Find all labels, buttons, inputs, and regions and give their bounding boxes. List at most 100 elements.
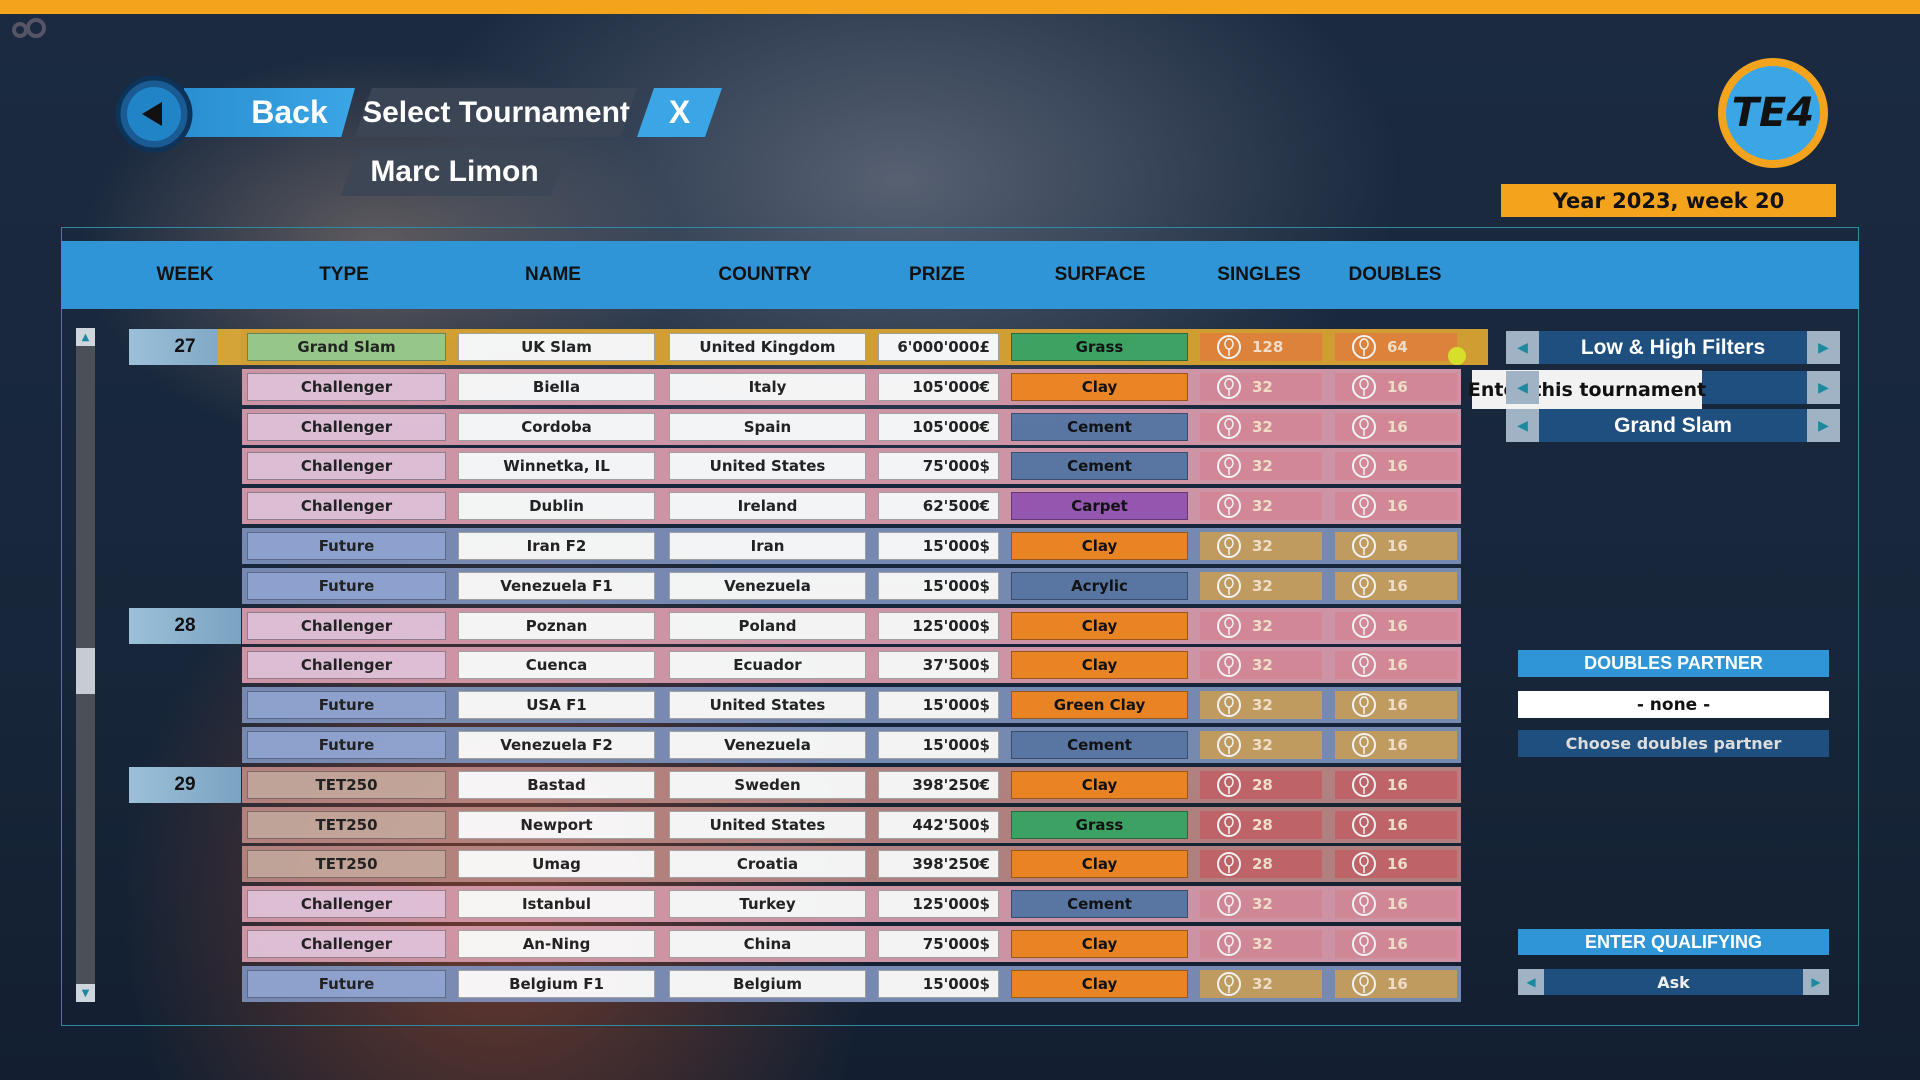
player-icon [1217, 573, 1241, 598]
surface-cell: Cement [1011, 412, 1188, 441]
doubles-cell: 16 [1335, 412, 1457, 441]
prize-cell: 15'000$ [878, 969, 999, 998]
player-icon [1217, 534, 1241, 558]
scroll-thumb[interactable] [76, 648, 95, 694]
name-cell: Bastad [458, 770, 655, 799]
tournament-row[interactable]: TET250 Newport United States 442'500$ Grass 2… [242, 806, 1461, 843]
name-cell: Biella [458, 372, 655, 401]
arrow-left[interactable]: ◀ [1518, 969, 1544, 995]
country-cell: United States [669, 452, 866, 481]
country-cell: Italy [669, 372, 866, 401]
tournament-row[interactable]: Future USA F1 United States 15'000$ Green Cl… [242, 687, 1461, 724]
column-header: DOUBLES [1348, 264, 1442, 285]
prize-cell: 15'000$ [878, 532, 999, 560]
prize-cell: 15'000$ [878, 691, 999, 720]
player-icon [1217, 733, 1241, 757]
back-button[interactable]: Back [184, 88, 355, 137]
tournament-row[interactable]: Challenger Winnetka, IL United States 75'00… [242, 448, 1461, 485]
type-cell: Future [247, 691, 446, 720]
tournament-row[interactable]: Future Belgium F1 Belgium 15'000$ Clay 32 16 [242, 965, 1461, 1002]
back-icon[interactable] [114, 74, 194, 154]
doubles-cell: 16 [1335, 810, 1457, 839]
doubles-cell: 16 [1335, 452, 1457, 481]
tournament-row[interactable]: Challenger Cuenca Ecuador 37'500$ Clay 32 16 [242, 647, 1461, 684]
prize-cell: 75'000$ [878, 930, 999, 958]
scroll-up[interactable]: ▲ [76, 328, 95, 346]
arrow-right[interactable]: ▶ [1803, 969, 1829, 995]
filter[interactable]: Grand Slam [1506, 409, 1840, 442]
tournament-row[interactable]: Grand Slam UK Slam United Kingdom 6'000'000… [218, 329, 1488, 365]
tournament-row[interactable]: TET250 Bastad Sweden 398'250€ Clay 28 16 [242, 766, 1461, 803]
type-cell: Challenger [247, 492, 446, 521]
week-cell: 28 [129, 607, 241, 644]
current-date: Year 2023, week 20 [1501, 184, 1836, 217]
type-cell: Challenger [247, 930, 446, 958]
panel [61, 227, 1859, 1026]
scrollbar[interactable]: ▲ ▼ [76, 328, 95, 1002]
arrow-left[interactable]: ◀ [1506, 409, 1539, 442]
singles-cell: 128 [1200, 333, 1322, 361]
surface-cell: Clay [1011, 850, 1188, 879]
prize-cell: 62'500€ [878, 492, 999, 521]
name-cell: Belgium F1 [458, 969, 655, 998]
tournament-row[interactable]: Challenger Istanbul Turkey 125'000$ Cement 32… [242, 886, 1461, 923]
name-cell: Dublin [458, 492, 655, 521]
player-icon [1352, 613, 1376, 638]
prize-cell: 398'250€ [878, 770, 999, 799]
settings-icon[interactable] [6, 14, 52, 48]
country-cell: United Kingdom [669, 333, 866, 361]
country-cell: Ecuador [669, 651, 866, 680]
name-cell: Cuenca [458, 651, 655, 680]
surface-cell: Clay [1011, 532, 1188, 560]
tournament-row[interactable]: Future Venezuela F2 Venezuela 15'000$ Cement… [242, 727, 1461, 763]
country-cell: Venezuela [669, 731, 866, 759]
prize-cell: 398'250€ [878, 850, 999, 879]
doubles-cell: 16 [1335, 611, 1457, 640]
doubles-cell: 16 [1335, 532, 1457, 560]
choose-partner-button[interactable]: Choose doubles partner [1518, 730, 1829, 757]
singles-cell: 32 [1200, 651, 1322, 680]
prize-cell: 15'000$ [878, 731, 999, 759]
player-icon [1217, 335, 1241, 359]
qualifying-value[interactable]: Ask [1518, 969, 1829, 995]
tournament-row[interactable]: TET250 Umag Croatia 398'250€ Clay 28 16 [242, 846, 1461, 883]
close-button[interactable]: X [637, 88, 722, 137]
week-cell: 29 [129, 766, 241, 803]
tournament-row[interactable]: Challenger Poznan Poland 125'000$ Clay 32 16 [242, 607, 1461, 644]
arrow-left[interactable]: ◀ [1506, 371, 1539, 404]
type-cell: Future [247, 969, 446, 998]
surface-cell: Clay [1011, 930, 1188, 958]
filter[interactable]: Low & High Filters [1506, 331, 1840, 364]
player-icon [1352, 693, 1376, 718]
player-icon [1352, 454, 1376, 479]
arrow-right[interactable]: ▶ [1807, 409, 1840, 442]
arrow-right[interactable]: ▶ [1807, 331, 1840, 364]
doubles-cell: 16 [1335, 372, 1457, 401]
tournament-row[interactable]: Challenger Biella Italy 105'000€ Clay 32 16 [242, 368, 1461, 405]
tournament-row[interactable]: Future Iran F2 Iran 15'000$ Clay 32 16 [242, 528, 1461, 564]
tournament-row[interactable]: Challenger Cordoba Spain 105'000€ Cement 32 16 [242, 408, 1461, 445]
surface-cell: Grass [1011, 333, 1188, 361]
player-icon [1352, 772, 1376, 797]
player-icon [1352, 335, 1376, 359]
tournament-row[interactable]: Future Venezuela F1 Venezuela 15'000$ Acryli… [242, 567, 1461, 604]
tournament-row[interactable]: Challenger Dublin Ireland 62'500€ Carpet 32 16 [242, 488, 1461, 525]
tournament-row[interactable]: Challenger An-Ning China 75'000$ Clay 32 16 [242, 926, 1461, 962]
column-header: WEEK [156, 264, 214, 285]
player-icon [1217, 812, 1241, 837]
name-cell: Cordoba [458, 412, 655, 441]
arrow-right[interactable]: ▶ [1807, 371, 1840, 404]
singles-cell: 32 [1200, 611, 1322, 640]
arrow-left[interactable]: ◀ [1506, 331, 1539, 364]
surface-cell: Clay [1011, 770, 1188, 799]
player-icon [1217, 613, 1241, 638]
singles-cell: 32 [1200, 731, 1322, 759]
doubles-cell: 16 [1335, 770, 1457, 799]
qualifying-title: ENTER QUALIFYING [1518, 929, 1829, 955]
scroll-down[interactable]: ▼ [76, 984, 95, 1002]
filter-label: Grand Slam [1614, 413, 1732, 437]
doubles-cell: 16 [1335, 492, 1457, 521]
prize-cell: 125'000$ [878, 611, 999, 640]
prize-cell: 125'000$ [878, 890, 999, 919]
surface-cell: Cement [1011, 890, 1188, 919]
